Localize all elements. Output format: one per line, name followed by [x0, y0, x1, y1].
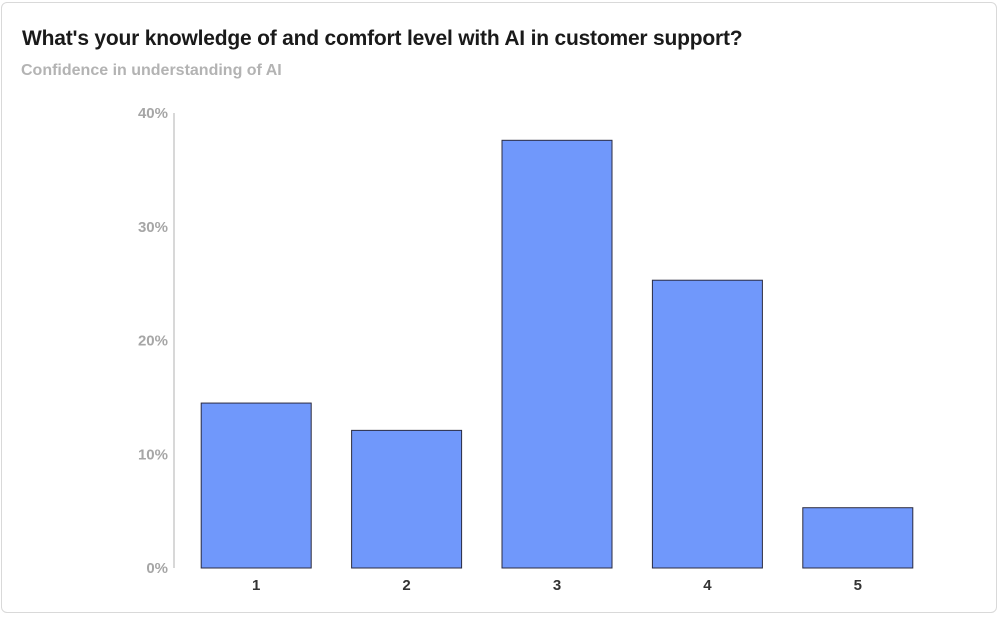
bar-1 — [200, 402, 312, 569]
bar-4 — [651, 279, 763, 569]
bar-5 — [802, 507, 914, 569]
bar-3 — [501, 139, 613, 569]
x-tick-label: 3 — [553, 577, 561, 594]
y-tick-label: 20% — [138, 333, 168, 350]
chart-title: What's your knowledge of and comfort lev… — [22, 27, 743, 50]
y-tick-label: 10% — [138, 446, 168, 463]
x-tick-label: 4 — [703, 577, 712, 594]
y-tick-label: 0% — [146, 560, 168, 577]
y-axis-ticks: 0% 10% 20% 30% 40% — [138, 105, 168, 577]
y-tick-label: 30% — [138, 219, 168, 236]
x-tick-label: 2 — [402, 577, 410, 594]
y-tick-label: 40% — [138, 105, 168, 122]
bars — [200, 139, 914, 569]
x-tick-label: 1 — [252, 577, 260, 594]
x-tick-label: 5 — [854, 577, 862, 594]
x-axis-ticks: 1 2 3 4 5 — [252, 577, 862, 594]
chart-subtitle: Confidence in understanding of AI — [21, 62, 282, 79]
bar-2 — [351, 429, 463, 569]
